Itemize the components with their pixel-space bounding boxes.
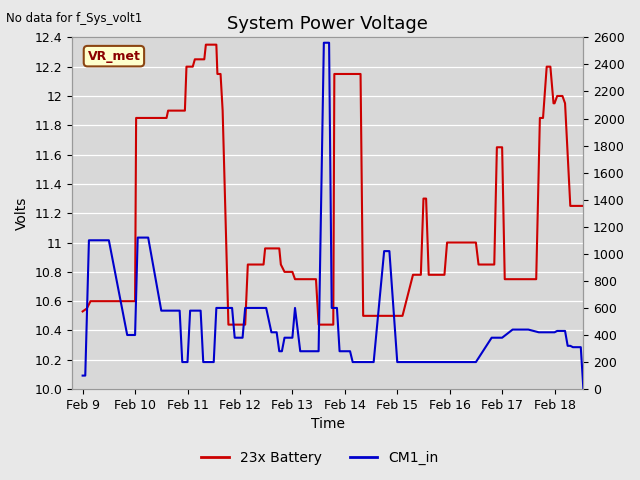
Legend: 23x Battery, CM1_in: 23x Battery, CM1_in xyxy=(196,445,444,471)
X-axis label: Time: Time xyxy=(311,418,345,432)
Text: VR_met: VR_met xyxy=(88,49,140,63)
Title: System Power Voltage: System Power Voltage xyxy=(227,15,428,33)
Text: No data for f_Sys_volt1: No data for f_Sys_volt1 xyxy=(6,12,143,25)
Y-axis label: Volts: Volts xyxy=(15,196,29,230)
